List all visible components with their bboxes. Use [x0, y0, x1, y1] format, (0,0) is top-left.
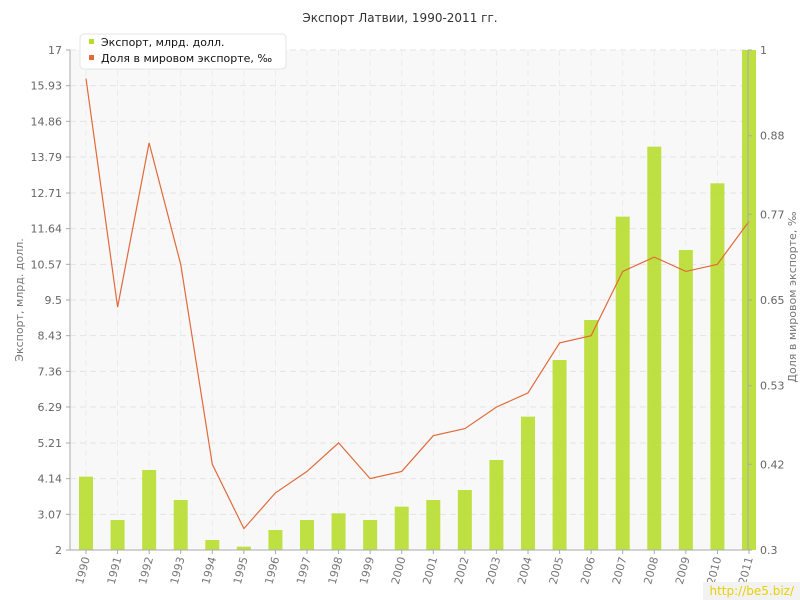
- x-tick-label-2004: 2004: [515, 555, 535, 585]
- y-tick-right-label: 0.65: [760, 294, 785, 307]
- bar-2007: [615, 216, 630, 550]
- line-series: [85, 78, 750, 530]
- x-tick-label-1992: 1992: [136, 555, 156, 585]
- x-tick-label-2007: 2007: [610, 555, 630, 585]
- bar-1997: [300, 520, 314, 550]
- y-tick-left-label: 11.64: [31, 223, 63, 236]
- y-tick-right-label: 0.53: [760, 380, 785, 393]
- x-tick-label-2003: 2003: [484, 555, 504, 585]
- bar-2009: [678, 250, 693, 550]
- bar-1996: [268, 530, 283, 550]
- x-tick-label-1993: 1993: [168, 555, 188, 585]
- bar-2000: [394, 506, 409, 550]
- y-tick-left-label: 3.07: [38, 508, 63, 521]
- y-axis-left-ticks: 2 3.07 4.14 5.21 6.29 7.36 8.43 9.5 10.57 11.64 12…: [31, 44, 70, 557]
- legend: Экспорт, млрд. долл. Доля в мировом эксп…: [79, 33, 287, 70]
- x-tick-label-1996: 1996: [263, 555, 283, 585]
- y-axis-right-ticks: 0.3 0.42 0.53 0.65 0.77 0.88 1: [748, 44, 785, 557]
- x-tick-label-1997: 1997: [294, 555, 314, 585]
- bar-2006: [584, 320, 599, 550]
- x-tick-label-2009: 2009: [673, 555, 693, 585]
- y-tick-right-label: 0.3: [760, 544, 778, 557]
- y-tick-left-label: 12.71: [31, 187, 63, 200]
- x-tick-label-2008: 2008: [641, 555, 661, 585]
- y-tick-right-label: 0.77: [760, 208, 785, 221]
- y-tick-right-label: 1: [760, 44, 767, 57]
- x-tick-label-1991: 1991: [105, 555, 125, 585]
- y-tick-left-label: 5.21: [38, 437, 63, 450]
- legend-swatch-export: [89, 39, 94, 44]
- x-tick-label-1994: 1994: [199, 555, 219, 585]
- y-tick-left-label: 4.14: [38, 473, 63, 486]
- x-tick-label-2006: 2006: [578, 555, 598, 585]
- legend-label-share: Доля в мировом экспорте, ‰: [101, 52, 272, 65]
- x-tick-label-1995: 1995: [231, 555, 251, 585]
- y-tick-left-label: 10.57: [31, 258, 63, 271]
- x-tick-label-2002: 2002: [452, 555, 472, 585]
- x-tick-label-2005: 2005: [547, 555, 567, 585]
- bar-2004: [521, 416, 535, 550]
- y-axis-left-label: Экспорт, млрд. долл.: [13, 238, 26, 361]
- y-tick-left-label: 15.93: [31, 80, 63, 93]
- y-tick-right-label: 0.88: [760, 130, 785, 143]
- share-line: [85, 78, 750, 530]
- bar-1993: [173, 500, 188, 550]
- y-tick-left-label: 6.29: [38, 401, 63, 414]
- y-tick-left-label: 14.86: [31, 115, 63, 128]
- x-tick-label-1999: 1999: [357, 555, 377, 585]
- bar-2005: [552, 360, 567, 550]
- x-tick-label-1998: 1998: [326, 555, 346, 585]
- bar-2002: [457, 490, 472, 550]
- y-tick-left-label: 13.79: [31, 151, 63, 164]
- bar-2001: [426, 500, 441, 550]
- legend-swatch-share: [89, 55, 94, 60]
- bar-1990: [79, 476, 93, 550]
- x-tick-label-2001: 2001: [420, 555, 440, 585]
- y-tick-left-label: 9.5: [45, 294, 63, 307]
- bar-1995: [236, 546, 251, 550]
- bar-1999: [363, 520, 378, 550]
- x-tick-label-1990: 1990: [73, 555, 93, 585]
- y-tick-left-label: 7.36: [38, 365, 63, 378]
- bar-1994: [205, 540, 220, 550]
- watermark-link[interactable]: http://be5.biz/: [703, 582, 800, 600]
- bar-1991: [110, 520, 125, 550]
- bar-2003: [489, 460, 504, 550]
- chart-title: Экспорт Латвии, 1990-2011 гг.: [302, 11, 497, 25]
- y-tick-left-label: 17: [48, 44, 62, 57]
- y-tick-left-label: 2: [55, 544, 62, 557]
- y-tick-left-label: 8.43: [38, 330, 63, 343]
- legend-label-export: Экспорт, млрд. долл.: [101, 36, 224, 49]
- legend-box: [79, 33, 287, 70]
- y-tick-right-label: 0.42: [760, 458, 785, 471]
- bar-1998: [331, 513, 346, 550]
- bar-2008: [647, 146, 662, 550]
- bar-2010: [710, 183, 725, 551]
- x-axis-ticks: 1990 1991 1992 1993 1994 1995 1996 1997 1998 1999…: [73, 550, 756, 586]
- bar-1992: [142, 470, 157, 550]
- x-tick-label-2000: 2000: [389, 555, 409, 585]
- y-axis-right-label: Доля в мировом экспорте, ‰: [786, 211, 799, 382]
